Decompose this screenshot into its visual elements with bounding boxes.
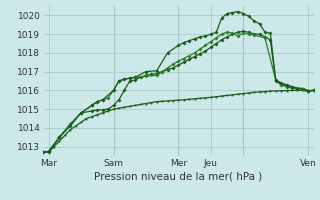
X-axis label: Pression niveau de la mer( hPa ): Pression niveau de la mer( hPa ) [94,172,262,182]
